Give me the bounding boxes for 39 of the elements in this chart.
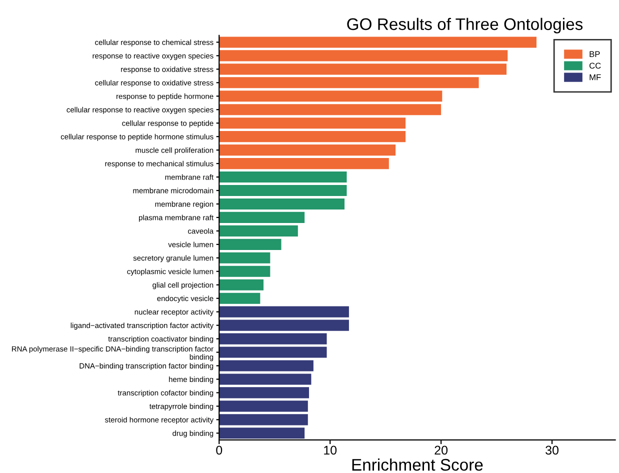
bar bbox=[219, 333, 327, 344]
chart-title: GO Results of Three Ontologies bbox=[347, 18, 583, 34]
bar bbox=[219, 131, 406, 142]
bar bbox=[219, 387, 310, 398]
bar bbox=[219, 50, 508, 62]
bar bbox=[219, 252, 270, 264]
x-tick-label: 30 bbox=[546, 446, 558, 455]
bar bbox=[219, 77, 479, 88]
bar bbox=[219, 374, 312, 385]
bar bbox=[219, 360, 314, 372]
bar bbox=[219, 118, 406, 129]
legend-label: BP bbox=[590, 51, 600, 57]
bar bbox=[219, 279, 264, 290]
bar bbox=[219, 225, 298, 236]
bar bbox=[219, 158, 389, 170]
legend-label: MF bbox=[590, 74, 601, 80]
bar bbox=[219, 428, 305, 439]
x-tick-label: 20 bbox=[434, 446, 448, 455]
bar bbox=[219, 64, 507, 75]
x-tick-label: 0 bbox=[216, 446, 222, 455]
bar bbox=[219, 90, 442, 102]
x-tick-label: 10 bbox=[324, 446, 337, 455]
bar bbox=[219, 292, 260, 304]
bar bbox=[219, 104, 442, 116]
bar bbox=[219, 212, 305, 223]
bar bbox=[219, 320, 349, 331]
bar bbox=[219, 144, 396, 156]
x-axis-title: Enrichment Score bbox=[352, 458, 483, 471]
bar bbox=[219, 266, 270, 277]
bar bbox=[219, 346, 327, 358]
bar bbox=[219, 238, 282, 250]
bar bbox=[219, 184, 347, 196]
bar bbox=[219, 306, 349, 318]
bar bbox=[219, 198, 345, 210]
bar bbox=[219, 400, 308, 412]
bar bbox=[219, 171, 347, 183]
bar bbox=[219, 36, 536, 48]
legend-label: CC bbox=[590, 62, 601, 69]
bar bbox=[219, 414, 308, 426]
